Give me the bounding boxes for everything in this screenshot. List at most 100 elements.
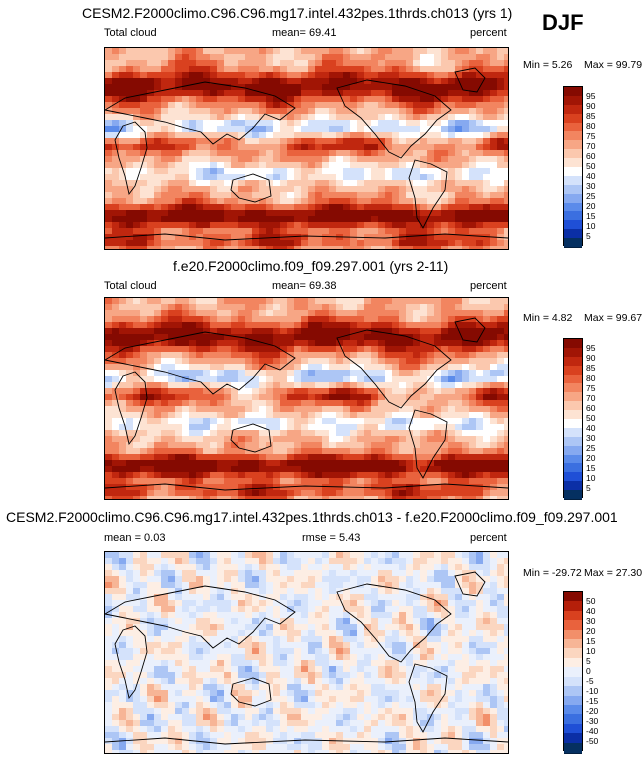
map-cell	[224, 174, 232, 181]
map-cell	[126, 228, 134, 235]
map-cell	[413, 496, 421, 499]
map-cell	[154, 400, 162, 407]
map-cell	[112, 490, 120, 497]
panel2-colorbar-tick: 50	[586, 413, 596, 423]
map-cell	[273, 204, 281, 211]
map-cell	[189, 246, 197, 249]
map-cell	[196, 54, 204, 61]
map-cell	[147, 96, 155, 103]
map-cell	[504, 370, 508, 377]
map-cell	[350, 316, 358, 323]
map-cell	[420, 582, 428, 589]
map-cell	[483, 370, 491, 377]
map-cell	[371, 72, 379, 79]
map-cell	[238, 186, 246, 193]
map-cell	[308, 472, 316, 479]
map-cell	[399, 150, 407, 157]
map-cell	[343, 180, 351, 187]
map-cell	[315, 334, 323, 341]
map-cell	[238, 54, 246, 61]
map-cell	[504, 424, 508, 431]
map-cell	[336, 442, 344, 449]
map-cell	[245, 496, 253, 499]
map-cell	[119, 352, 127, 359]
map-cell	[126, 78, 134, 85]
map-cell	[371, 198, 379, 205]
map-cell	[336, 382, 344, 389]
map-cell	[455, 120, 463, 127]
map-cell	[140, 216, 148, 223]
map-cell	[196, 558, 204, 565]
map-cell	[119, 72, 127, 79]
map-cell	[462, 388, 470, 395]
map-cell	[371, 126, 379, 133]
map-cell	[413, 246, 421, 249]
map-cell	[266, 624, 274, 631]
map-cell	[287, 418, 295, 425]
map-cell	[469, 442, 477, 449]
map-cell	[126, 346, 134, 353]
map-cell	[378, 108, 386, 115]
map-cell	[504, 90, 508, 97]
map-cell	[203, 240, 211, 247]
map-cell	[217, 624, 225, 631]
map-cell	[469, 168, 477, 175]
map-cell	[308, 564, 316, 571]
coastline	[336, 79, 452, 159]
map-cell	[301, 346, 309, 353]
map-cell	[287, 168, 295, 175]
map-cell	[147, 612, 155, 619]
map-cell	[266, 388, 274, 395]
map-cell	[126, 400, 134, 407]
map-cell	[189, 564, 197, 571]
map-cell	[231, 72, 239, 79]
map-cell	[406, 570, 414, 577]
map-cell	[224, 234, 232, 241]
map-cell	[497, 60, 505, 67]
map-cell	[301, 472, 309, 479]
map-cell	[427, 216, 435, 223]
map-cell	[392, 618, 400, 625]
map-cell	[329, 630, 337, 637]
map-cell	[483, 72, 491, 79]
map-cell	[469, 138, 477, 145]
panel2-colorbar-tick: 70	[586, 393, 596, 403]
map-cell	[455, 222, 463, 229]
map-cell	[245, 102, 253, 109]
map-cell	[364, 210, 372, 217]
map-cell	[371, 424, 379, 431]
map-cell	[259, 192, 267, 199]
map-cell	[147, 412, 155, 419]
map-cell	[224, 150, 232, 157]
map-cell	[105, 304, 113, 311]
map-cell	[168, 558, 176, 565]
map-cell	[469, 180, 477, 187]
map-cell	[343, 352, 351, 359]
map-cell	[392, 478, 400, 485]
map-cell	[462, 132, 470, 139]
map-cell	[294, 66, 302, 73]
map-cell	[490, 150, 498, 157]
map-cell	[469, 436, 477, 443]
map-cell	[413, 304, 421, 311]
map-cell	[434, 478, 442, 485]
map-cell	[378, 138, 386, 145]
coastline	[105, 331, 296, 395]
map-cell	[238, 600, 246, 607]
map-cell	[329, 102, 337, 109]
map-cell	[140, 114, 148, 121]
map-cell	[504, 496, 508, 499]
map-cell	[413, 600, 421, 607]
map-cell	[217, 240, 225, 247]
map-cell	[483, 108, 491, 115]
map-cell	[126, 370, 134, 377]
map-cell	[294, 120, 302, 127]
map-cell	[434, 90, 442, 97]
map-cell	[406, 612, 414, 619]
map-cell	[329, 66, 337, 73]
map-cell	[189, 436, 197, 443]
map-cell	[231, 552, 239, 559]
map-cell	[357, 472, 365, 479]
map-cell	[245, 126, 253, 133]
map-cell	[280, 222, 288, 229]
